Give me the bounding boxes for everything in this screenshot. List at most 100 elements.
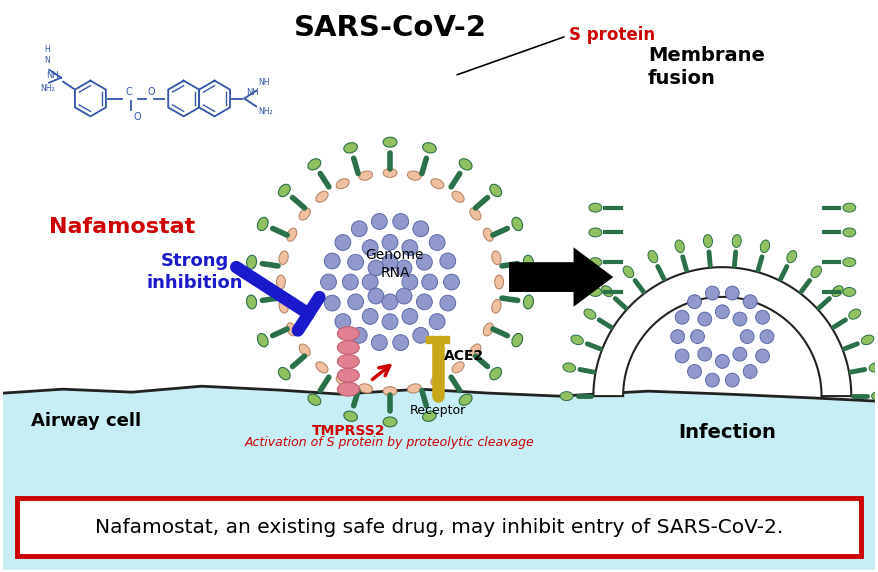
Ellipse shape <box>407 171 421 180</box>
Text: ACE2: ACE2 <box>443 349 483 363</box>
Circle shape <box>362 274 378 290</box>
Circle shape <box>382 255 398 270</box>
Ellipse shape <box>337 327 359 340</box>
Ellipse shape <box>458 394 471 406</box>
Ellipse shape <box>422 411 435 422</box>
Circle shape <box>421 274 437 290</box>
Ellipse shape <box>588 228 601 237</box>
Ellipse shape <box>647 251 657 263</box>
Circle shape <box>382 314 398 329</box>
Ellipse shape <box>759 240 769 253</box>
Ellipse shape <box>246 295 256 309</box>
Circle shape <box>739 329 753 344</box>
Ellipse shape <box>601 286 612 297</box>
Circle shape <box>392 335 408 351</box>
Ellipse shape <box>337 355 359 368</box>
Circle shape <box>368 288 384 304</box>
Ellipse shape <box>583 309 595 319</box>
Circle shape <box>413 221 428 237</box>
Ellipse shape <box>523 255 533 269</box>
Ellipse shape <box>868 363 878 372</box>
Ellipse shape <box>358 171 372 180</box>
Circle shape <box>335 235 350 251</box>
Circle shape <box>351 327 367 343</box>
Ellipse shape <box>343 142 357 153</box>
Circle shape <box>687 295 701 309</box>
Ellipse shape <box>278 251 288 265</box>
Text: SARS-CoV-2: SARS-CoV-2 <box>293 14 486 42</box>
Ellipse shape <box>489 184 501 197</box>
Circle shape <box>371 335 387 351</box>
Polygon shape <box>508 247 613 307</box>
Circle shape <box>416 255 432 270</box>
Ellipse shape <box>842 228 855 237</box>
Ellipse shape <box>315 191 327 202</box>
Circle shape <box>320 274 336 290</box>
Ellipse shape <box>451 191 464 202</box>
Text: H
N: H N <box>44 45 50 65</box>
Text: Genome
RNA: Genome RNA <box>365 248 424 280</box>
Circle shape <box>439 295 455 311</box>
Ellipse shape <box>278 184 290 197</box>
Text: NH: NH <box>246 88 259 97</box>
Circle shape <box>715 355 729 368</box>
Ellipse shape <box>383 417 397 427</box>
Circle shape <box>755 349 768 363</box>
Ellipse shape <box>562 363 575 372</box>
Ellipse shape <box>315 362 327 373</box>
Text: Nafamostat: Nafamostat <box>49 217 195 237</box>
Circle shape <box>382 294 398 310</box>
Ellipse shape <box>257 217 268 231</box>
Ellipse shape <box>674 240 684 253</box>
Circle shape <box>396 260 412 276</box>
Text: Strong
inhibition: Strong inhibition <box>146 252 242 292</box>
Ellipse shape <box>588 288 601 296</box>
Circle shape <box>705 373 718 387</box>
Ellipse shape <box>335 178 349 189</box>
Circle shape <box>743 364 756 379</box>
Circle shape <box>335 313 350 329</box>
Circle shape <box>439 253 455 269</box>
Circle shape <box>743 295 756 309</box>
Text: C: C <box>125 86 132 97</box>
Circle shape <box>687 364 701 379</box>
Ellipse shape <box>337 340 359 355</box>
Text: Infection: Infection <box>678 423 775 442</box>
Ellipse shape <box>451 362 464 373</box>
Ellipse shape <box>422 142 435 153</box>
Ellipse shape <box>523 295 533 309</box>
Circle shape <box>759 329 773 344</box>
Circle shape <box>705 286 718 300</box>
Ellipse shape <box>842 288 855 296</box>
Ellipse shape <box>702 235 712 248</box>
Ellipse shape <box>588 258 601 267</box>
Ellipse shape <box>276 275 285 289</box>
Ellipse shape <box>458 159 471 170</box>
Text: Receptor: Receptor <box>409 404 465 418</box>
Circle shape <box>674 349 688 363</box>
Ellipse shape <box>871 392 878 400</box>
Text: NH₂: NH₂ <box>40 84 54 93</box>
Ellipse shape <box>559 392 572 400</box>
Text: NH: NH <box>258 78 270 86</box>
Ellipse shape <box>383 137 397 147</box>
Circle shape <box>401 274 417 290</box>
Ellipse shape <box>286 323 297 336</box>
Ellipse shape <box>860 335 873 344</box>
Circle shape <box>732 312 746 326</box>
Circle shape <box>392 213 408 229</box>
Circle shape <box>428 235 444 251</box>
Text: S protein: S protein <box>568 26 654 44</box>
Circle shape <box>401 240 417 256</box>
Ellipse shape <box>511 333 522 347</box>
Circle shape <box>362 240 378 256</box>
Circle shape <box>324 295 340 311</box>
Ellipse shape <box>299 344 310 356</box>
Circle shape <box>697 347 711 361</box>
Polygon shape <box>4 386 874 570</box>
Ellipse shape <box>383 168 397 177</box>
Circle shape <box>324 253 340 269</box>
Text: Nafamostat, an existing safe drug, may inhibit entry of SARS-CoV-2.: Nafamostat, an existing safe drug, may i… <box>96 518 783 537</box>
Ellipse shape <box>286 228 297 241</box>
Circle shape <box>413 327 428 343</box>
